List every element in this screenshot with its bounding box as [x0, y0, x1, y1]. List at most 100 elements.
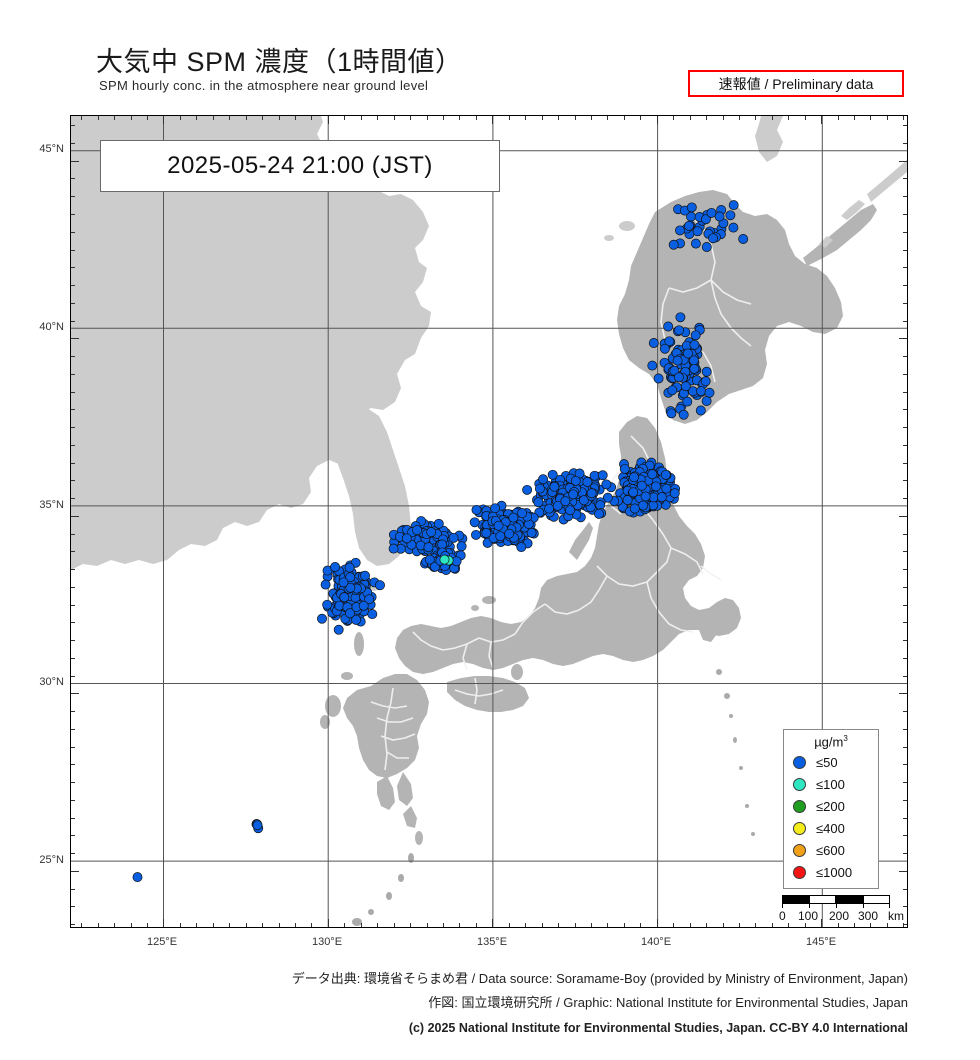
station-marker[interactable]: [728, 222, 739, 233]
legend-item-0[interactable]: ≤50: [784, 751, 878, 773]
station-marker[interactable]: [345, 582, 356, 593]
station-marker[interactable]: [659, 343, 670, 354]
station-marker[interactable]: [448, 532, 459, 543]
station-marker[interactable]: [701, 242, 712, 252]
station-marker[interactable]: [647, 360, 658, 371]
station-marker[interactable]: [433, 518, 444, 529]
station-marker[interactable]: [534, 483, 545, 494]
station-marker[interactable]: [344, 562, 355, 573]
station-marker[interactable]: [602, 492, 613, 503]
station-marker[interactable]: [668, 239, 679, 250]
station-marker[interactable]: [364, 594, 375, 605]
station-marker[interactable]: [367, 609, 378, 620]
station-marker[interactable]: [508, 512, 519, 523]
station-marker[interactable]: [673, 372, 684, 383]
station-marker[interactable]: [695, 405, 706, 416]
station-marker[interactable]: [469, 517, 480, 528]
station-marker[interactable]: [701, 396, 712, 406]
station-marker[interactable]: [684, 220, 694, 231]
station-marker[interactable]: [330, 562, 341, 572]
station-marker[interactable]: [648, 338, 659, 348]
station-marker[interactable]: [656, 492, 667, 503]
station-marker[interactable]: [526, 527, 537, 538]
station-marker[interactable]: [689, 339, 700, 350]
station-marker[interactable]: [339, 592, 350, 603]
station-marker[interactable]: [660, 469, 671, 480]
station-marker[interactable]: [471, 529, 481, 540]
station-marker[interactable]: [317, 613, 327, 624]
legend-item-1[interactable]: ≤100: [784, 773, 878, 795]
station-marker[interactable]: [504, 528, 515, 539]
station-marker[interactable]: [653, 373, 664, 384]
station-marker[interactable]: [412, 525, 423, 536]
station-marker[interactable]: [322, 599, 333, 610]
station-marker[interactable]: [522, 484, 533, 495]
station-marker[interactable]: [678, 409, 689, 420]
station-marker[interactable]: [714, 211, 725, 222]
station-marker[interactable]: [680, 381, 691, 392]
station-marker[interactable]: [696, 386, 707, 397]
station-marker[interactable]: [638, 500, 649, 511]
station-marker[interactable]: [629, 472, 639, 483]
station-marker[interactable]: [725, 210, 736, 221]
station-marker[interactable]: [533, 497, 544, 508]
station-marker[interactable]: [628, 487, 639, 498]
station-marker[interactable]: [666, 408, 677, 419]
station-marker[interactable]: [601, 479, 612, 490]
station-marker[interactable]: [568, 489, 579, 500]
station-marker[interactable]: [490, 503, 501, 514]
station-marker[interactable]: [517, 508, 528, 519]
station-marker[interactable]: [663, 321, 674, 332]
station-marker[interactable]: [674, 325, 685, 336]
station-marker[interactable]: [338, 577, 349, 588]
legend-item-3[interactable]: ≤400: [784, 817, 878, 839]
station-marker[interactable]: [704, 387, 715, 398]
station-marker[interactable]: [334, 600, 345, 611]
station-marker[interactable]: [728, 200, 739, 211]
station-marker[interactable]: [320, 579, 331, 590]
station-marker[interactable]: [423, 542, 434, 553]
station-marker[interactable]: [456, 541, 467, 552]
station-marker[interactable]: [650, 481, 661, 492]
station-marker[interactable]: [636, 480, 647, 491]
station-marker[interactable]: [132, 872, 143, 883]
station-marker[interactable]: [706, 207, 717, 218]
station-marker[interactable]: [345, 608, 355, 619]
station-marker[interactable]: [252, 820, 263, 831]
station-marker[interactable]: [578, 495, 589, 506]
legend-item-4[interactable]: ≤600: [784, 839, 878, 861]
station-marker[interactable]: [582, 477, 593, 487]
station-marker[interactable]: [597, 470, 608, 481]
map-canvas[interactable]: [70, 115, 908, 928]
station-marker[interactable]: [622, 495, 633, 506]
station-marker[interactable]: [439, 554, 450, 565]
station-marker[interactable]: [345, 572, 356, 583]
station-marker[interactable]: [669, 488, 680, 499]
station-marker[interactable]: [358, 600, 369, 611]
station-marker[interactable]: [689, 363, 700, 374]
station-marker[interactable]: [547, 469, 558, 480]
station-marker[interactable]: [333, 624, 344, 635]
station-marker[interactable]: [565, 505, 576, 516]
legend-item-2[interactable]: ≤200: [784, 795, 878, 817]
station-marker[interactable]: [672, 355, 683, 366]
station-marker[interactable]: [619, 463, 630, 474]
station-marker[interactable]: [570, 475, 581, 486]
legend-item-5[interactable]: ≤1000: [784, 861, 878, 883]
station-marker[interactable]: [629, 503, 640, 514]
station-marker[interactable]: [360, 570, 370, 581]
station-marker[interactable]: [424, 554, 435, 565]
station-marker[interactable]: [701, 366, 712, 377]
station-marker[interactable]: [388, 543, 399, 554]
station-marker[interactable]: [560, 496, 571, 507]
station-marker[interactable]: [667, 385, 678, 396]
station-marker[interactable]: [471, 504, 482, 515]
station-marker[interactable]: [594, 508, 604, 519]
station-marker[interactable]: [690, 330, 701, 341]
station-marker[interactable]: [675, 312, 686, 323]
station-marker[interactable]: [495, 531, 506, 542]
station-marker[interactable]: [640, 491, 651, 502]
station-marker[interactable]: [692, 226, 703, 237]
station-marker[interactable]: [661, 483, 672, 494]
station-marker[interactable]: [700, 214, 711, 225]
